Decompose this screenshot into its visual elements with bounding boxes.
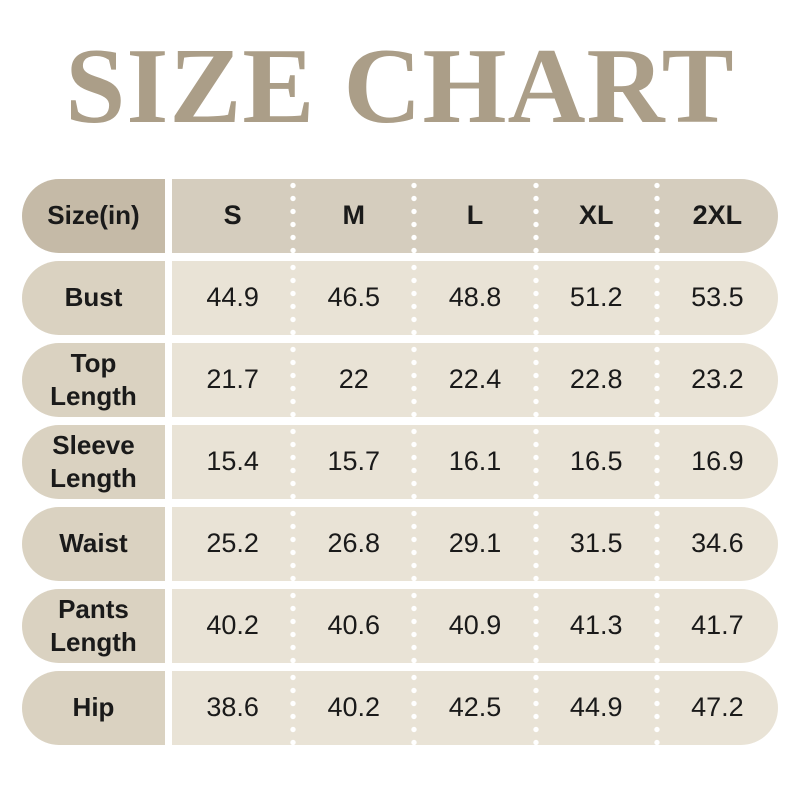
row-label: Waist: [22, 506, 165, 581]
column-header-xl: XL: [578, 200, 614, 231]
dotted-separator: [411, 342, 418, 417]
dotted-separator: [653, 178, 660, 253]
measurement-value: 22.8: [569, 364, 623, 395]
dotted-separator: [290, 260, 297, 335]
measurement-value: 23.2: [691, 364, 744, 395]
measurement-value: 40.2: [206, 610, 259, 641]
measurement-value: 41.3: [569, 610, 623, 641]
table-row-top-length: Top Length 21.7 22 22.4 22.8 23.2: [22, 342, 778, 417]
measurement-value: 42.5: [448, 692, 502, 723]
dotted-separator: [411, 670, 418, 745]
dotted-separator: [532, 178, 539, 253]
table-row-waist: Waist 25.2 26.8 29.1 31.5 34.6: [22, 506, 778, 581]
dotted-separator: [653, 424, 660, 499]
measurement-value: 47.2: [691, 692, 744, 723]
measurement-value: 29.1: [448, 528, 502, 559]
dotted-separator: [290, 342, 297, 417]
dotted-separator: [532, 342, 539, 417]
measurement-value: 16.1: [448, 446, 502, 477]
measurement-value: 44.9: [206, 282, 259, 313]
measurement-value: 16.5: [569, 446, 623, 477]
row-values: 38.6 40.2 42.5 44.9 47.2: [172, 670, 778, 745]
measurement-value: 22.4: [448, 364, 502, 395]
dotted-separator: [532, 506, 539, 581]
row-values: 40.2 40.6 40.9 41.3 41.7: [172, 588, 778, 663]
row-label: Sleeve Length: [22, 424, 165, 499]
dotted-separator: [411, 588, 418, 663]
measurement-value: 41.7: [691, 610, 744, 641]
dotted-separator: [411, 506, 418, 581]
table-row-sleeve-length: Sleeve Length 15.4 15.7 16.1 16.5 16.9: [22, 424, 778, 499]
dotted-separator: [532, 424, 539, 499]
page-title: SIZE CHART: [65, 27, 735, 146]
measurement-value: 26.8: [327, 528, 381, 559]
measurement-value: 16.9: [691, 446, 744, 477]
measurement-value: 15.4: [206, 446, 259, 477]
dotted-separator: [653, 506, 660, 581]
dotted-separator: [411, 424, 418, 499]
measurement-value: 46.5: [327, 282, 381, 313]
table-row-bust: Bust 44.9 46.5 48.8 51.2 53.5: [22, 260, 778, 335]
dotted-separator: [411, 178, 418, 253]
dotted-separator: [290, 178, 297, 253]
measurement-value: 40.2: [327, 692, 381, 723]
column-header-2xl: 2XL: [692, 200, 743, 231]
measurement-value: 15.7: [327, 446, 381, 477]
measurement-value: 51.2: [569, 282, 623, 313]
row-values: 15.4 15.7 16.1 16.5 16.9: [172, 424, 778, 499]
dotted-separator: [653, 588, 660, 663]
measurement-value: 21.7: [206, 364, 259, 395]
table-row-hip: Hip 38.6 40.2 42.5 44.9 47.2: [22, 670, 778, 745]
dotted-separator: [532, 260, 539, 335]
dotted-separator: [532, 670, 539, 745]
header-size-columns: S M L XL 2XL: [172, 178, 778, 253]
row-values: 25.2 26.8 29.1 31.5 34.6: [172, 506, 778, 581]
row-label: Bust: [22, 260, 165, 335]
size-chart-page: SIZE CHART Size(in) S M L XL 2XL Bust 44…: [0, 22, 800, 800]
measurement-value: 40.9: [448, 610, 502, 641]
measurement-value: 48.8: [448, 282, 502, 313]
measurement-value: 38.6: [206, 692, 259, 723]
dotted-separator: [653, 670, 660, 745]
row-label: Top Length: [22, 342, 165, 417]
size-chart-table: Size(in) S M L XL 2XL Bust 44.9 46.5 48: [22, 178, 778, 745]
column-header-m: M: [342, 200, 366, 231]
table-row-pants-length: Pants Length 40.2 40.6 40.9 41.3 41.7: [22, 588, 778, 663]
header-unit-label: Size(in): [22, 178, 165, 253]
column-header-s: S: [223, 200, 242, 231]
dotted-separator: [532, 588, 539, 663]
dotted-separator: [290, 506, 297, 581]
dotted-separator: [290, 424, 297, 499]
dotted-separator: [411, 260, 418, 335]
dotted-separator: [653, 260, 660, 335]
dotted-separator: [290, 588, 297, 663]
measurement-value: 34.6: [691, 528, 744, 559]
dotted-separator: [653, 342, 660, 417]
column-header-l: L: [466, 200, 484, 231]
measurement-value: 31.5: [569, 528, 623, 559]
measurement-value: 25.2: [206, 528, 259, 559]
row-values: 44.9 46.5 48.8 51.2 53.5: [172, 260, 778, 335]
measurement-value: 40.6: [327, 610, 381, 641]
measurement-value: 22: [338, 364, 369, 395]
row-label: Pants Length: [22, 588, 165, 663]
dotted-separator: [290, 670, 297, 745]
table-header-row: Size(in) S M L XL 2XL: [22, 178, 778, 253]
row-label: Hip: [22, 670, 165, 745]
measurement-value: 53.5: [691, 282, 744, 313]
row-values: 21.7 22 22.4 22.8 23.2: [172, 342, 778, 417]
measurement-value: 44.9: [569, 692, 623, 723]
